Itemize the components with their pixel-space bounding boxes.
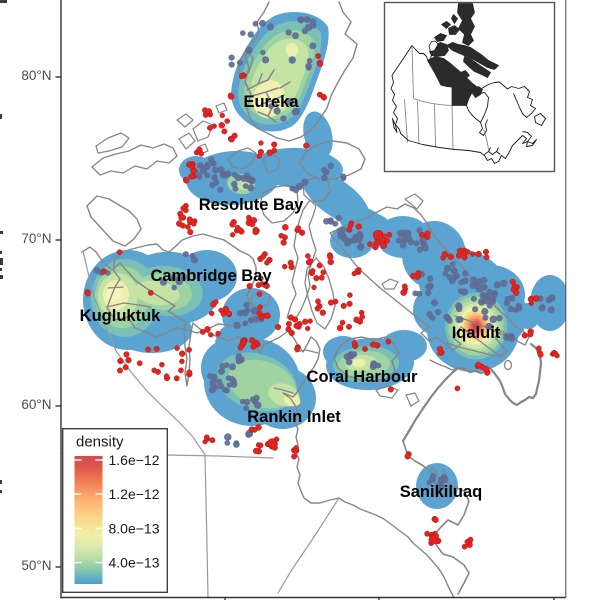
svg-text:80°N: 80°N bbox=[21, 68, 51, 83]
svg-text:4.0e−13: 4.0e−13 bbox=[109, 555, 160, 571]
svg-text:1.2e−12: 1.2e−12 bbox=[109, 486, 160, 502]
svg-text:Cambridge Bay: Cambridge Bay bbox=[150, 267, 272, 285]
svg-text:8.0e−13: 8.0e−13 bbox=[109, 521, 160, 537]
svg-text:1.6e−12: 1.6e−12 bbox=[109, 452, 160, 468]
svg-text:50°N: 50°N bbox=[21, 558, 51, 573]
svg-text:Kugluktuk: Kugluktuk bbox=[80, 307, 161, 325]
svg-text:70°N: 70°N bbox=[21, 231, 51, 246]
svg-text:Rankin Inlet: Rankin Inlet bbox=[247, 408, 341, 426]
svg-text:Eureka: Eureka bbox=[243, 93, 299, 111]
svg-text:Coral Harbour: Coral Harbour bbox=[307, 368, 419, 386]
svg-text:Resolute Bay: Resolute Bay bbox=[199, 196, 304, 214]
svg-text:Iqaluit: Iqaluit bbox=[452, 324, 501, 342]
svg-text:Sanikiluaq: Sanikiluaq bbox=[400, 483, 483, 501]
svg-text:60°N: 60°N bbox=[21, 397, 51, 412]
svg-text:density: density bbox=[76, 434, 124, 451]
